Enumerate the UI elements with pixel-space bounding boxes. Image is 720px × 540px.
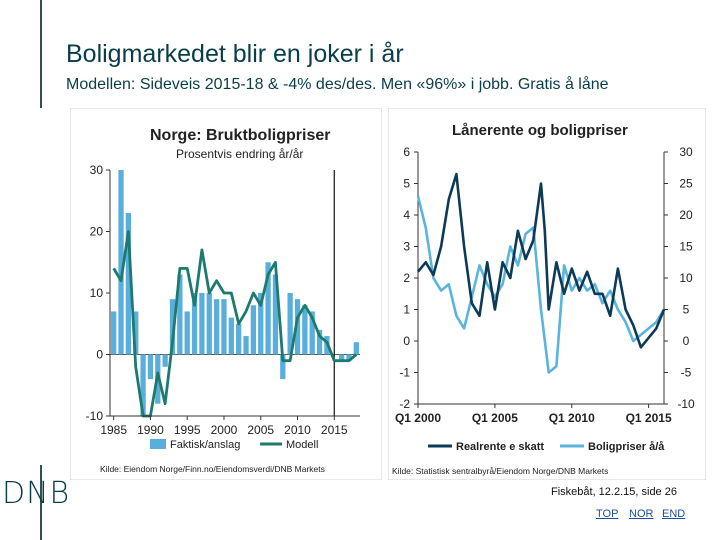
chart2-ytick-right-label: -5 bbox=[681, 366, 692, 380]
chart2-legend-realrente-label: Realrente e skatt bbox=[456, 441, 544, 453]
chart1-xtick-label: 1990 bbox=[137, 423, 164, 437]
chart-bruktboligpriser: Norge: Bruktboligpriser Prosentvis endri… bbox=[70, 108, 382, 480]
chart1-bar bbox=[272, 274, 279, 355]
chart1-xtick-label: 2010 bbox=[284, 423, 311, 437]
chart1-bar bbox=[125, 213, 132, 355]
chart2-ytick-left-label: 6 bbox=[403, 145, 410, 159]
chart2-ytick-left-label: -1 bbox=[399, 366, 410, 380]
chart2-xtick-label: Q1 2005 bbox=[472, 411, 518, 425]
chart1-bar bbox=[177, 274, 183, 355]
chart1-legend-line-label: Modell bbox=[286, 439, 318, 451]
chart1-ytick-label: 20 bbox=[90, 225, 104, 239]
chart2-ytick-left-label: 3 bbox=[403, 240, 410, 254]
chart1-bar bbox=[184, 311, 190, 355]
chart1-xtick-label: 2005 bbox=[247, 423, 274, 437]
chart2-ytick-left-label: 1 bbox=[403, 303, 410, 317]
chart1-bar bbox=[236, 323, 242, 355]
nav-link-top[interactable]: TOP bbox=[596, 508, 619, 520]
chart2-ytick-right-label: 25 bbox=[679, 177, 693, 191]
dnb-logo: DNB bbox=[2, 476, 71, 511]
slide-title: Boligmarkedet blir en joker i år bbox=[66, 40, 404, 68]
chart2-title: Lånerente og boligpriser bbox=[452, 122, 628, 139]
chart1-bar bbox=[309, 311, 315, 355]
chart1-xtick-label: 2015 bbox=[321, 423, 348, 437]
chart2-series-boligpriser bbox=[416, 195, 666, 374]
chart1-bar bbox=[206, 293, 212, 355]
chart1-bar bbox=[280, 354, 286, 380]
decorative-vertical-line-bottom bbox=[40, 465, 42, 540]
chart1-bar bbox=[147, 354, 154, 380]
chart1-bar bbox=[287, 293, 293, 355]
chart2-ytick-right-label: 10 bbox=[679, 271, 693, 285]
chart1-bar bbox=[228, 317, 234, 355]
nav-link-end[interactable]: END bbox=[662, 508, 686, 520]
footer-info: Fiskebåt, 12.2.15, side 26 bbox=[551, 486, 677, 498]
chart1-legend: Faktisk/anslag Modell bbox=[150, 439, 318, 451]
chart1-bar bbox=[133, 311, 139, 355]
slide-subtitle: Modellen: Sideveis 2015-18 & -4% des/des… bbox=[66, 76, 609, 93]
chart2-ytick-right-label: 0 bbox=[683, 334, 690, 348]
chart1-series-modell bbox=[112, 230, 358, 418]
chart2-ytick-right-label: 20 bbox=[679, 208, 693, 222]
chart1-bar bbox=[213, 299, 220, 355]
chart1-ytick-label: 0 bbox=[96, 348, 103, 362]
chart1-bar bbox=[111, 311, 117, 355]
chart2-ytick-left-label: 5 bbox=[403, 177, 410, 191]
chart1-bar bbox=[316, 329, 323, 355]
chart2-legend: Realrente e skatt Boligpriser å/å bbox=[428, 441, 665, 453]
chart1-bar bbox=[250, 305, 257, 355]
chart1-title: Norge: Bruktboligpriser bbox=[150, 127, 330, 144]
chart1-bar bbox=[199, 293, 205, 355]
chart1-legend-bar-swatch bbox=[150, 439, 166, 449]
chart2-series-realrente bbox=[416, 172, 666, 349]
chart1-xtick-label: 1995 bbox=[174, 423, 201, 437]
chart2-xtick-label: Q1 2010 bbox=[549, 411, 595, 425]
chart2-ytick-left-label: -2 bbox=[399, 397, 410, 411]
chart1-bar bbox=[191, 293, 198, 355]
chart2-ytick-right-label: 30 bbox=[679, 145, 693, 159]
chart1-bar bbox=[162, 354, 168, 367]
chart1-subtitle: Prosentvis endring år/år bbox=[176, 147, 303, 161]
chart1-xtick-label: 1985 bbox=[100, 423, 127, 437]
chart1-bar bbox=[243, 336, 249, 355]
chart-laanerente-boligpriser: Lånerente og boligpriser 6543210-1-23025… bbox=[388, 108, 706, 480]
chart2-ytick-right-label: 15 bbox=[679, 240, 693, 254]
chart1-bar bbox=[169, 299, 176, 355]
chart1-bar bbox=[221, 299, 227, 355]
chart1-ytick-label: 30 bbox=[90, 163, 104, 177]
chart2-ytick-left-label: 0 bbox=[403, 334, 410, 348]
chart1-xtick-label: 2000 bbox=[211, 423, 238, 437]
chart2-ytick-left-label: 2 bbox=[403, 271, 410, 285]
chart2-ytick-left-label: 4 bbox=[403, 208, 410, 222]
chart2-xtick-label: Q1 2015 bbox=[626, 411, 672, 425]
chart1-bar bbox=[265, 262, 271, 355]
chart1-ytick-label: 10 bbox=[90, 286, 104, 300]
chart1-bar bbox=[302, 305, 308, 355]
chart1-legend-bar-label: Faktisk/anslag bbox=[170, 439, 240, 451]
chart1-source: Kilde: Eiendom Norge/Finn.no/Eiendomsver… bbox=[100, 464, 325, 474]
chart1-bar bbox=[338, 354, 345, 361]
chart1-bar bbox=[346, 354, 352, 361]
decorative-vertical-line-top bbox=[40, 0, 42, 108]
chart2-ytick-right-label: -10 bbox=[677, 397, 695, 411]
nav-link-nor[interactable]: NOR bbox=[629, 508, 654, 520]
chart1-bar bbox=[140, 354, 146, 416]
chart1-bar bbox=[258, 293, 264, 355]
chart1-bar bbox=[353, 342, 359, 355]
chart1-bar bbox=[118, 170, 124, 355]
chart2-legend-boligpriser-label: Boligpriser å/å bbox=[588, 441, 665, 453]
chart1-ytick-label: -10 bbox=[86, 409, 104, 423]
chart1-bar bbox=[294, 299, 301, 355]
chart2-xtick-label: Q1 2000 bbox=[395, 411, 441, 425]
chart2-ytick-right-label: 5 bbox=[683, 303, 690, 317]
chart2-source: Kilde: Statistisk sentralbyrå/Eiendom No… bbox=[392, 466, 608, 476]
